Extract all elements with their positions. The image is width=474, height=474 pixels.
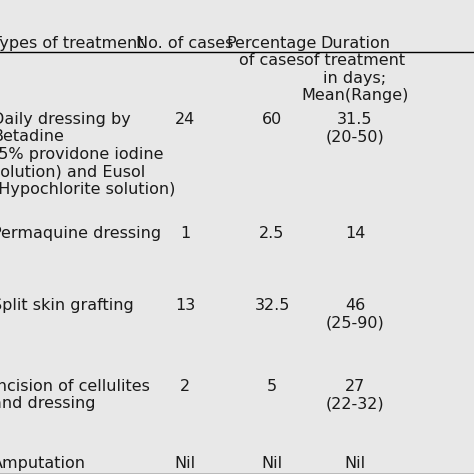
Text: 1: 1 [180,226,190,241]
Text: Amputation: Amputation [0,456,86,471]
Text: 31.5
(20-50): 31.5 (20-50) [326,112,384,145]
Text: No. of cases: No. of cases [137,36,234,51]
Text: Types of treatment: Types of treatment [0,36,144,51]
Text: Daily dressing by
Betadine
(5% providone iodine
solution) and Eusol
(Hypochlorit: Daily dressing by Betadine (5% providone… [0,112,175,197]
Text: Split skin grafting: Split skin grafting [0,298,134,313]
Text: 46
(25-90): 46 (25-90) [326,298,384,330]
Text: 24: 24 [175,112,195,127]
Text: 27
(22-32): 27 (22-32) [326,379,384,411]
Text: Permaquine dressing: Permaquine dressing [0,226,161,241]
Text: 13: 13 [175,298,195,313]
Text: 32.5: 32.5 [255,298,290,313]
Text: 60: 60 [262,112,282,127]
Text: Incision of cellulites
and dressing: Incision of cellulites and dressing [0,379,150,411]
Text: 14: 14 [345,226,365,241]
Text: 5: 5 [267,379,277,394]
Text: Nil: Nil [345,456,365,471]
Text: Nil: Nil [174,456,196,471]
Text: Nil: Nil [262,456,283,471]
Text: Percentage
of cases: Percentage of cases [227,36,317,68]
Text: 2.5: 2.5 [259,226,285,241]
Text: 2: 2 [180,379,190,394]
Text: Duration
of treatment
in days;
Mean(Range): Duration of treatment in days; Mean(Rang… [301,36,409,103]
